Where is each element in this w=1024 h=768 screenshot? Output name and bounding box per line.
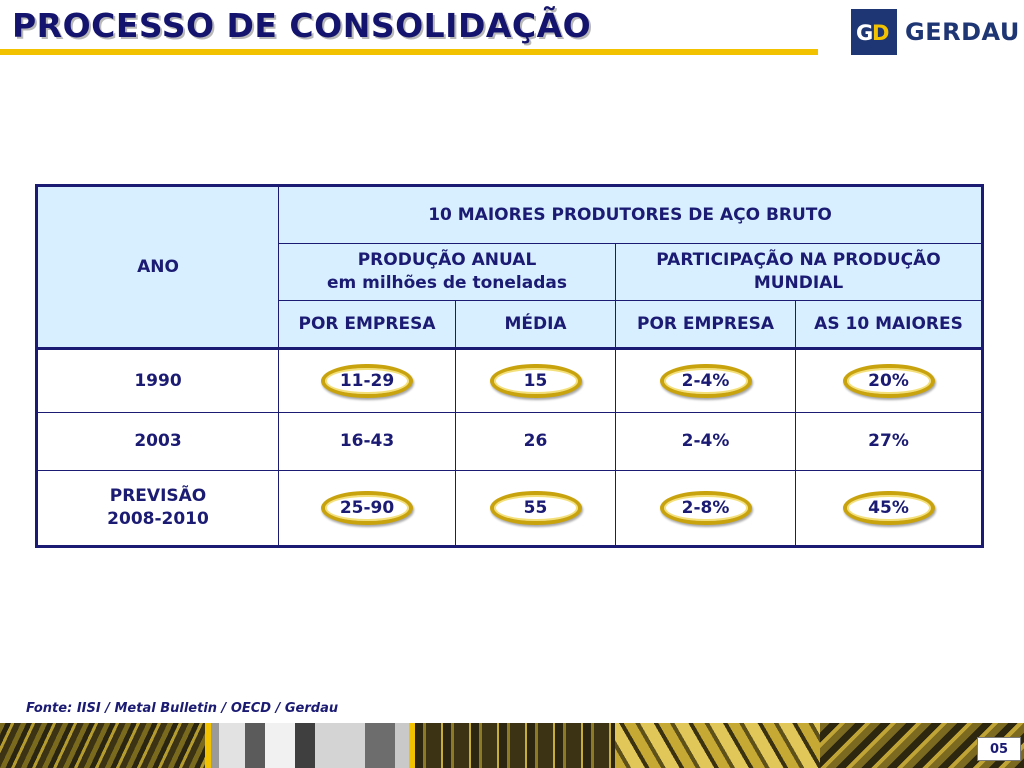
- per-company-cell: 25-90: [278, 470, 456, 547]
- year-cell: PREVISÃO 2008-2010: [36, 470, 279, 547]
- year-header: ANO: [36, 185, 279, 349]
- title-underline: [0, 49, 818, 55]
- table-row: 2003 16-43 26 2-4% 27%: [36, 412, 984, 471]
- average-cell: 26: [455, 412, 616, 471]
- steel-producers-table: ANO 10 MAIORES PRODUTORES DE AÇO BRUTO P…: [35, 184, 985, 548]
- highlight-oval: 55: [489, 490, 582, 526]
- table-row: PREVISÃO 2008-2010 25-90 55 2-8% 45%: [36, 470, 984, 547]
- average-cell: 15: [455, 347, 616, 413]
- year-cell: 1990: [36, 347, 279, 413]
- group-header: 10 MAIORES PRODUTORES DE AÇO BRUTO: [277, 185, 984, 244]
- footer-image-strip: [0, 723, 1024, 768]
- share-header: PARTICIPAÇÃO NA PRODUÇÃO MUNDIAL: [614, 243, 984, 301]
- year-range: 2008-2010: [107, 509, 209, 529]
- highlight-oval: 2-4%: [659, 363, 752, 399]
- col-header-top10: AS 10 MAIORES: [794, 300, 984, 349]
- page-number: 05: [977, 737, 1021, 761]
- highlight-oval: 2-8%: [659, 490, 752, 526]
- share-header-line2: MUNDIAL: [753, 273, 844, 293]
- logo-mark-icon: G D: [851, 9, 897, 55]
- year-cell: 2003: [36, 412, 279, 471]
- top10-cell: 27%: [794, 412, 984, 471]
- highlight-oval: 45%: [842, 490, 935, 526]
- production-header-unit: em milhões de toneladas: [327, 273, 567, 293]
- share-per-company-cell: 2-4%: [615, 412, 796, 471]
- footer-photo-structure: [415, 723, 615, 768]
- svg-text:D: D: [872, 21, 889, 45]
- logo-wordmark: GERDAU: [905, 18, 1020, 46]
- production-header-title: PRODUÇÃO ANUAL: [357, 250, 537, 271]
- highlight-oval: 20%: [842, 363, 935, 399]
- highlight-oval: 25-90: [321, 490, 413, 526]
- highlight-oval: 11-29: [321, 363, 413, 399]
- footer-photo-steel-bars: [0, 723, 205, 768]
- share-header-line1: PARTICIPAÇÃO NA PRODUÇÃO: [656, 250, 941, 271]
- col-header-average: MÉDIA: [455, 300, 616, 349]
- top10-cell: 45%: [794, 470, 984, 547]
- col-header-per-company: POR EMPRESA: [278, 300, 456, 349]
- table-row: 1990 11-29 15 2-4% 20%: [36, 347, 984, 413]
- average-cell: 55: [455, 470, 616, 547]
- gerdau-logo: G D GERDAU: [851, 8, 1020, 56]
- share-per-company-cell: 2-4%: [615, 347, 796, 413]
- production-header: PRODUÇÃO ANUAL em milhões de toneladas: [278, 243, 616, 301]
- per-company-cell: 16-43: [278, 412, 456, 471]
- svg-text:G: G: [856, 21, 873, 45]
- col-header-share-per-company: POR EMPRESA: [615, 300, 796, 349]
- slide-title: PROCESSO DE CONSOLIDAÇÃO: [12, 6, 592, 45]
- highlight-oval: 15: [489, 363, 582, 399]
- per-company-cell: 11-29: [278, 347, 456, 413]
- footer-photo-building: [615, 723, 820, 768]
- share-per-company-cell: 2-8%: [615, 470, 796, 547]
- source-note: Fonte: IISI / Metal Bulletin / OECD / Ge…: [26, 701, 339, 716]
- year-label: PREVISÃO: [109, 486, 207, 507]
- top10-cell: 20%: [794, 347, 984, 413]
- footer-photo-machinery: [205, 723, 415, 768]
